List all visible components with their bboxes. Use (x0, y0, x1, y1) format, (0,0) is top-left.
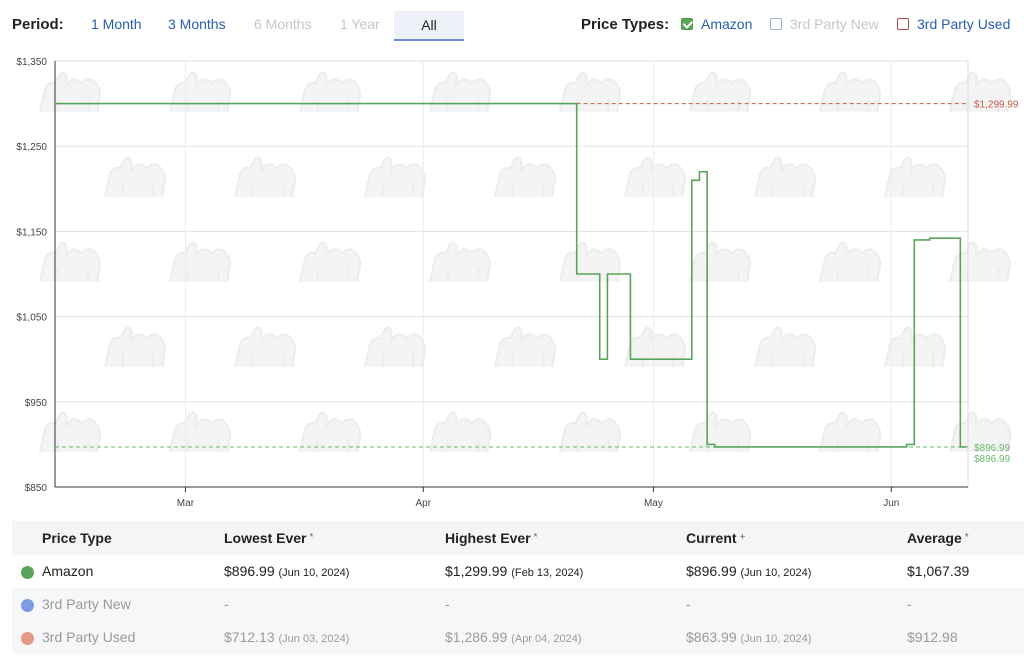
camel-icon (428, 411, 492, 453)
3rd-party-used-checkbox[interactable] (897, 18, 909, 30)
camel-icon (818, 411, 882, 453)
y-tick-label: $1,250 (16, 142, 47, 153)
camel-icon (688, 411, 752, 453)
reference-line-label: $1,299.99 (974, 100, 1019, 111)
row-name: 3rd Party New (42, 596, 131, 612)
camel-icon (298, 241, 362, 283)
y-tick-label: $950 (25, 398, 48, 409)
camel-icon (38, 71, 102, 113)
table-row-3rd-party-used: 3rd Party Used $712.13 (Jun 03, 2024) $1… (12, 621, 1024, 654)
table-header-row: Price Type Lowest Ever * Highest Ever * Cu… (12, 521, 1024, 555)
camel-icon (38, 411, 102, 453)
camel-icon (233, 326, 297, 368)
camel-icon (493, 156, 557, 198)
3rd-party-new-toggle-label[interactable]: 3rd Party New (790, 16, 879, 32)
camel-icon (688, 241, 752, 283)
period-1-month-button[interactable]: 1 Month (91, 16, 142, 32)
average-cell: $912.98 (907, 629, 958, 645)
camel-icon (428, 241, 492, 283)
period-3-months-button[interactable]: 3 Months (168, 16, 226, 32)
camel-icon (948, 241, 1012, 283)
camel-icon (623, 326, 687, 368)
x-tick-label: Apr (415, 498, 431, 509)
current-cell: $896.99 (Jun 10, 2024) (686, 563, 812, 579)
lowest-cell: $712.13 (Jun 03, 2024) (224, 629, 350, 645)
amazon-price-line (55, 102, 966, 448)
camel-icon (558, 241, 622, 283)
header-price-type: Price Type (42, 530, 112, 546)
amazon-color-dot (21, 566, 34, 579)
camel-icon (103, 326, 167, 368)
camel-icon (168, 411, 232, 453)
y-tick-label: $1,050 (16, 313, 47, 324)
camel-icon (363, 326, 427, 368)
period-label: Period: (12, 16, 64, 33)
camel-icon (753, 156, 817, 198)
header-average: Average * (907, 530, 969, 546)
x-axis: Mar Apr May Jun (55, 486, 968, 509)
y-tick-label: $1,350 (16, 57, 47, 68)
price-types-label: Price Types: (581, 16, 670, 33)
chart-series (55, 102, 966, 448)
highest-cell: $1,286.99 (Apr 04, 2024) (445, 629, 582, 645)
lowest-cell: $896.99 (Jun 10, 2024) (224, 563, 350, 579)
camel-icon (38, 241, 102, 283)
amazon-toggle-label[interactable]: Amazon (701, 16, 753, 32)
camel-icon (428, 71, 492, 113)
camel-icon (298, 71, 362, 113)
table-row-amazon: Amazon $896.99 (Jun 10, 2024) $1,299.99 … (12, 555, 1024, 588)
price-history-chart: $1,350$1,250$1,150$1,050$950$850 Mar Apr M… (16, 57, 1019, 509)
highest-cell: - (445, 596, 450, 612)
current-cell: - (686, 596, 691, 612)
average-cell: $1,067.39 (907, 563, 970, 579)
header-current: Current + (686, 530, 746, 546)
x-tick-label: Mar (177, 498, 195, 509)
camel-icon (493, 326, 557, 368)
chart-controls: Period: 1 Month 3 Months 6 Months 1 Year… (0, 0, 1024, 48)
reference-lines: $1,299.99 $896.99$896.99 (55, 100, 1019, 465)
camel-icon (558, 411, 622, 453)
3rd-party-used-toggle-label[interactable]: 3rd Party Used (917, 16, 1011, 32)
camel-icon (168, 241, 232, 283)
camel-icon (818, 71, 882, 113)
average-cell: - (907, 596, 912, 612)
amazon-checkbox[interactable] (681, 18, 693, 30)
reference-line-label: $896.99 (974, 443, 1011, 454)
current-price-label: $896.99 (974, 454, 1011, 465)
camel-icon (103, 156, 167, 198)
header-lowest-ever: Lowest Ever * (224, 530, 314, 546)
camel-icon (558, 71, 622, 113)
y-tick-label: $1,150 (16, 227, 47, 238)
camel-icon (233, 156, 297, 198)
3rd-party-new-color-dot (21, 599, 34, 612)
camel-icon (818, 241, 882, 283)
row-name: Amazon (42, 563, 94, 579)
current-cell: $863.99 (Jun 10, 2024) (686, 629, 812, 645)
table-row-3rd-party-new: 3rd Party New - - - - (12, 588, 1024, 621)
highest-cell: $1,299.99 (Feb 13, 2024) (445, 563, 584, 579)
camel-icon (753, 326, 817, 368)
camel-icon (298, 411, 362, 453)
camel-icon (363, 156, 427, 198)
camel-icon (623, 156, 687, 198)
header-highest-ever: Highest Ever * (445, 530, 538, 546)
period-all-button[interactable]: All (394, 11, 464, 41)
chart-gridlines (55, 60, 968, 488)
x-tick-label: May (644, 498, 663, 509)
camel-icon (883, 156, 947, 198)
camel-icon (168, 71, 232, 113)
camel-icon (688, 71, 752, 113)
y-axis: $1,350 $1,250 $1,150 $1,050 $950 $850 (16, 57, 969, 494)
3rd-party-used-color-dot (21, 632, 34, 645)
3rd-party-new-checkbox[interactable] (770, 18, 782, 30)
period-6-months-button: 6 Months (254, 16, 312, 32)
row-name: 3rd Party Used (42, 629, 136, 645)
period-1-year-button: 1 Year (340, 16, 380, 32)
y-tick-label: $850 (25, 483, 48, 494)
x-tick-label: Jun (883, 498, 899, 509)
lowest-cell: - (224, 596, 229, 612)
